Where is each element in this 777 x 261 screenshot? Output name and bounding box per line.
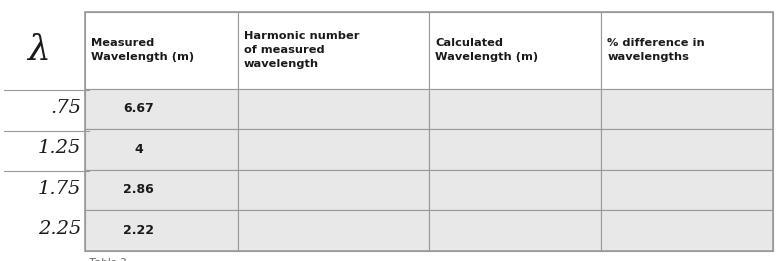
Bar bbox=[85, 210, 238, 251]
Bar bbox=[601, 12, 773, 89]
Bar bbox=[238, 170, 429, 210]
Bar bbox=[238, 129, 429, 170]
Text: Table 2: Table 2 bbox=[89, 258, 126, 261]
Text: Calculated
Wavelength (m): Calculated Wavelength (m) bbox=[435, 38, 538, 62]
Bar bbox=[85, 170, 238, 210]
Bar bbox=[238, 89, 429, 129]
Text: 4: 4 bbox=[134, 143, 143, 156]
Bar bbox=[238, 210, 429, 251]
Bar bbox=[85, 129, 238, 170]
Bar bbox=[429, 12, 601, 89]
Bar bbox=[85, 12, 238, 89]
Bar bbox=[429, 129, 601, 170]
Text: 2.25: 2.25 bbox=[38, 220, 81, 238]
Bar bbox=[429, 89, 601, 129]
Bar bbox=[429, 210, 601, 251]
Text: 2.22: 2.22 bbox=[123, 224, 154, 237]
Text: λ: λ bbox=[27, 33, 50, 67]
Text: .75: .75 bbox=[50, 99, 81, 117]
Bar bbox=[601, 210, 773, 251]
Text: 6.67: 6.67 bbox=[123, 103, 154, 115]
Bar bbox=[238, 12, 429, 89]
Bar bbox=[601, 129, 773, 170]
Text: 2.86: 2.86 bbox=[123, 183, 154, 196]
Bar bbox=[429, 170, 601, 210]
Bar bbox=[85, 89, 238, 129]
Text: % difference in
wavelengths: % difference in wavelengths bbox=[608, 38, 705, 62]
Text: 1.75: 1.75 bbox=[38, 180, 81, 198]
Bar bbox=[85, 12, 773, 251]
Text: 1.25: 1.25 bbox=[38, 139, 81, 157]
Bar bbox=[601, 89, 773, 129]
Text: Harmonic number
of measured
wavelength: Harmonic number of measured wavelength bbox=[244, 31, 360, 69]
Bar bbox=[601, 170, 773, 210]
Text: Measured
Wavelength (m): Measured Wavelength (m) bbox=[91, 38, 194, 62]
